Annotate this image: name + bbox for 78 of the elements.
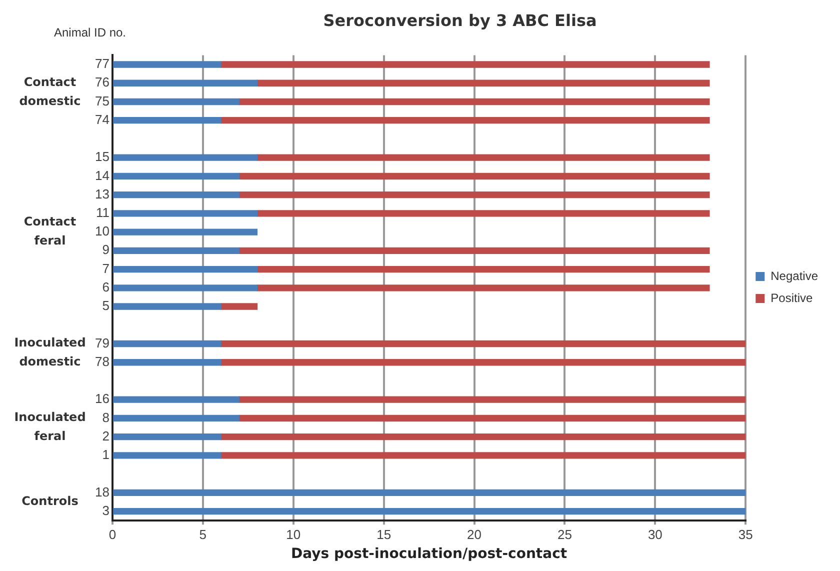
text: Controls [22, 494, 78, 508]
x-tick-label: 15 [376, 526, 392, 542]
bar [220, 61, 710, 68]
bar [113, 154, 258, 161]
bar [113, 452, 222, 459]
text: Animal ID no. [54, 26, 126, 40]
bar [113, 98, 240, 106]
y-tick-label: 2 [102, 428, 110, 444]
bar [113, 61, 222, 68]
text: Contact domestic [19, 75, 81, 108]
bar [238, 396, 746, 403]
bar [238, 172, 710, 180]
y-tick-label: 78 [94, 354, 110, 369]
bar [256, 266, 710, 273]
x-tick-label: 5 [199, 526, 207, 542]
bar [113, 508, 746, 515]
y-tick-label: 9 [102, 242, 110, 258]
legend-label: Positive [770, 290, 813, 305]
text: Inoculated feral [14, 410, 86, 444]
bar [113, 489, 746, 496]
y-tick-label: 16 [94, 391, 110, 406]
bar [113, 80, 258, 86]
bar [256, 80, 710, 86]
y-tick-label: 79 [94, 335, 110, 350]
bar [220, 452, 746, 459]
x-tick-label: 0 [108, 526, 116, 542]
y-tick-label: 8 [102, 410, 110, 425]
y-tick-label: 3 [102, 502, 110, 518]
y-tick-label: 6 [102, 279, 110, 294]
bar [220, 340, 746, 348]
y-tick-label: 75 [94, 93, 110, 108]
bar [113, 172, 240, 180]
x-axis-title: Days post-inoculation/post-contact [291, 546, 568, 562]
x-tick-label: 30 [648, 526, 662, 542]
bar [113, 414, 240, 422]
y-tick-label: 77 [94, 56, 110, 72]
y-tick-label: 14 [94, 168, 110, 183]
y-tick-label: 13 [94, 186, 110, 202]
bar [256, 154, 710, 161]
bar [220, 303, 258, 310]
bar [113, 303, 222, 310]
bar [256, 210, 710, 217]
bar [220, 359, 746, 366]
bar [113, 434, 222, 440]
bar [238, 191, 710, 198]
chart-title: Seroconversion by 3 ABC Elisa [323, 10, 597, 30]
x-tick-label: 25 [557, 526, 572, 542]
bar [113, 210, 258, 217]
bar [256, 284, 710, 292]
bar [220, 117, 710, 124]
y-tick-label: 10 [94, 224, 110, 239]
x-tick-label: 20 [467, 526, 482, 542]
text: Inoculated domestic [14, 336, 86, 369]
y-tick-label: 7 [102, 260, 110, 276]
bar [113, 340, 222, 348]
bar [113, 117, 222, 124]
bar [113, 359, 222, 366]
bar [113, 266, 258, 273]
y-tick-label: 15 [94, 149, 110, 164]
bar [220, 434, 746, 440]
bar [113, 191, 240, 198]
y-tick-label: 18 [94, 484, 110, 500]
y-tick-label: 76 [94, 74, 110, 90]
bar [238, 98, 710, 106]
bar [113, 396, 240, 403]
text: Contact feral [24, 214, 76, 248]
legend-label: Negative [770, 268, 818, 283]
bar [113, 284, 258, 292]
bar [113, 247, 240, 254]
x-tick-label: 10 [286, 526, 301, 542]
y-tick-label: 1 [102, 447, 110, 462]
x-tick-label: 35 [738, 526, 753, 542]
bar [238, 247, 710, 254]
y-tick-label: 5 [102, 298, 110, 314]
y-tick-label: 74 [94, 112, 110, 127]
bar [238, 414, 746, 422]
bar [113, 228, 258, 236]
y-tick-label: 11 [96, 205, 110, 220]
